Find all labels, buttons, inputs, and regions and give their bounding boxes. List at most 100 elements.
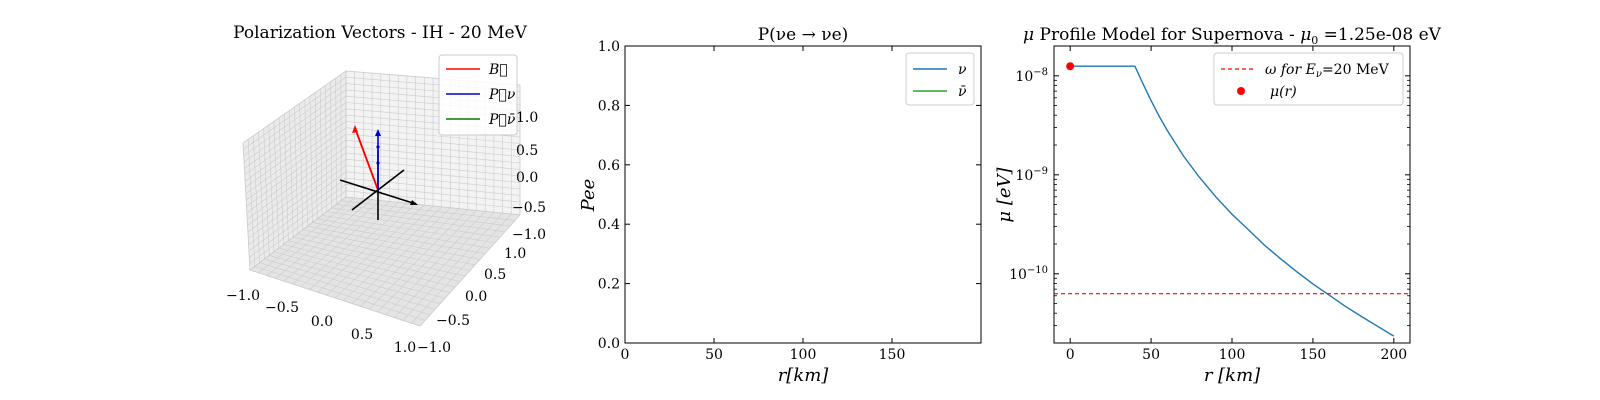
legend-box bbox=[438, 54, 518, 136]
x-tick-label: 0 bbox=[621, 347, 630, 363]
x-tick-label: 50 bbox=[1142, 347, 1160, 363]
grid-line bbox=[345, 184, 521, 203]
legend-omega-part: ω for bbox=[1265, 62, 1306, 78]
legend-label-p-nu: P⃗ν bbox=[488, 87, 516, 103]
panel-survival-probability: P(νe → νe) 0 50 100 150 0.00.20.40.60.81.0 … bbox=[578, 25, 982, 386]
grid-line bbox=[377, 210, 477, 313]
legend-label-mu: μ(r) bbox=[1270, 84, 1297, 100]
title-mu: μ bbox=[1023, 25, 1034, 45]
grid-line bbox=[302, 229, 476, 266]
grid-line bbox=[402, 212, 503, 321]
grid-line bbox=[248, 177, 347, 252]
panel3-x-label: r [km] bbox=[1204, 365, 1261, 386]
y3d-tick: −0.5 bbox=[436, 313, 470, 329]
grid-line bbox=[325, 85, 328, 212]
z3d-tick: −1.0 bbox=[512, 227, 546, 243]
x-tick-label: 150 bbox=[1300, 347, 1327, 363]
grid-line bbox=[345, 146, 521, 164]
grid-line bbox=[299, 103, 304, 230]
z3d-ticks: −1.0 −0.5 0.0 0.5 1.0 bbox=[512, 110, 546, 243]
legend-omega-sub: ν bbox=[1316, 69, 1322, 80]
x3d-ticks: −1.0 −0.5 0.0 0.5 1.0 bbox=[226, 288, 416, 356]
legend-box bbox=[905, 52, 975, 106]
pane-grid bbox=[242, 70, 521, 327]
axis-vector-x-head bbox=[410, 200, 418, 205]
z3d-tick: 1.0 bbox=[516, 110, 538, 126]
legend-label-nubar: ν̄ bbox=[958, 84, 967, 100]
x3d-tick: 0.5 bbox=[351, 327, 373, 343]
panel3-y-ticks: 10−10 10−9 10−8 bbox=[1009, 45, 1410, 344]
legend-box bbox=[1213, 52, 1404, 106]
y-tick-label: 0.4 bbox=[598, 217, 620, 233]
grid-line bbox=[307, 225, 481, 260]
grid-line bbox=[248, 171, 347, 245]
y3d-tick: 0.0 bbox=[465, 289, 487, 305]
panel2-x-label: r[km] bbox=[778, 365, 830, 386]
grid-line bbox=[304, 99, 308, 227]
y3d-ticks: −1.0 −0.5 0.0 0.5 1.0 bbox=[417, 246, 526, 356]
grid-line bbox=[314, 92, 318, 219]
y3d-tick: −1.0 bbox=[417, 340, 451, 356]
panel3-legend: ω for Eν=20 MeV μ(r) bbox=[1213, 52, 1404, 106]
panel3-y-label: μ [eV] bbox=[994, 166, 1015, 222]
grid-line bbox=[351, 207, 451, 304]
x-tick-label: 150 bbox=[879, 347, 906, 363]
grid-line bbox=[330, 81, 332, 208]
vector-p-nu-dot bbox=[376, 145, 380, 149]
y3d-tick: 0.5 bbox=[484, 267, 506, 283]
panel3-data-marks bbox=[1054, 62, 1410, 337]
panel-mu-profile: μ Profile Model for Supernova - μ0 =1.25… bbox=[994, 25, 1442, 386]
vector-b bbox=[354, 127, 379, 191]
grid-line bbox=[345, 190, 521, 209]
legend-label-nu: ν bbox=[958, 62, 967, 78]
mu-initial-point bbox=[1066, 62, 1075, 71]
panel-polarization-3d: Polarization Vectors - IH - 20 MeV −1.0 … bbox=[226, 23, 546, 356]
grid-line bbox=[249, 190, 347, 264]
legend-omega-part: =20 MeV bbox=[1322, 62, 1390, 78]
title-mu0: μ bbox=[1300, 25, 1311, 45]
vector-b-head bbox=[352, 125, 358, 133]
title-mu0-sub: 0 bbox=[1311, 34, 1318, 47]
z3d-tick: 0.5 bbox=[516, 143, 538, 159]
grid-line bbox=[247, 146, 347, 220]
panel1-legend: B⃗ P⃗ν P⃗ν̄ bbox=[438, 54, 518, 136]
y-tick-label: 0.2 bbox=[598, 277, 620, 293]
x3d-tick: −1.0 bbox=[226, 288, 260, 304]
vector-p-nu-head bbox=[375, 129, 381, 136]
panel2-y-ticks: 0.0 0.2 0.4 0.6 0.8 1.0 bbox=[598, 39, 981, 352]
x-tick-label: 200 bbox=[1380, 347, 1407, 363]
grid-line bbox=[334, 205, 434, 299]
x-tick-label: 100 bbox=[1219, 347, 1246, 363]
x-tick-label: 0 bbox=[1066, 347, 1075, 363]
grid-line bbox=[248, 165, 347, 239]
grid-line bbox=[394, 212, 495, 318]
panel2-title: P(νe → νe) bbox=[758, 25, 849, 45]
legend-label-omega: ω for Eν=20 MeV bbox=[1265, 62, 1390, 80]
y-tick-label: 1.0 bbox=[598, 39, 620, 55]
legend-label-b: B⃗ bbox=[488, 62, 508, 78]
grid-line bbox=[345, 140, 521, 157]
grid-line bbox=[309, 96, 313, 223]
x3d-tick: 1.0 bbox=[394, 340, 416, 356]
grid-line bbox=[368, 209, 469, 310]
legend-omega-part: E bbox=[1305, 62, 1316, 78]
panel3-x-ticks: 0 50 100 150 200 bbox=[1066, 46, 1407, 363]
grid-line bbox=[345, 152, 521, 170]
legend-label-p-nubar: P⃗ν̄ bbox=[488, 112, 516, 128]
grid-line bbox=[249, 184, 347, 258]
grid-line bbox=[247, 158, 347, 233]
x3d-tick: −0.5 bbox=[265, 300, 299, 316]
y-tick-label: 10−8 bbox=[1015, 67, 1048, 85]
grid-line bbox=[345, 158, 521, 177]
grid-line bbox=[331, 207, 506, 232]
panel3-title: μ Profile Model for Supernova - μ0 =1.25… bbox=[1023, 25, 1442, 47]
grid-line bbox=[319, 88, 323, 216]
y-tick-label: 10−9 bbox=[1015, 166, 1048, 184]
grid-line bbox=[246, 133, 347, 207]
y-tick-label: 0.6 bbox=[598, 158, 620, 174]
grid-line bbox=[312, 222, 486, 255]
grid-line bbox=[385, 211, 486, 316]
grid-line bbox=[419, 214, 521, 327]
grid-line bbox=[345, 196, 521, 216]
